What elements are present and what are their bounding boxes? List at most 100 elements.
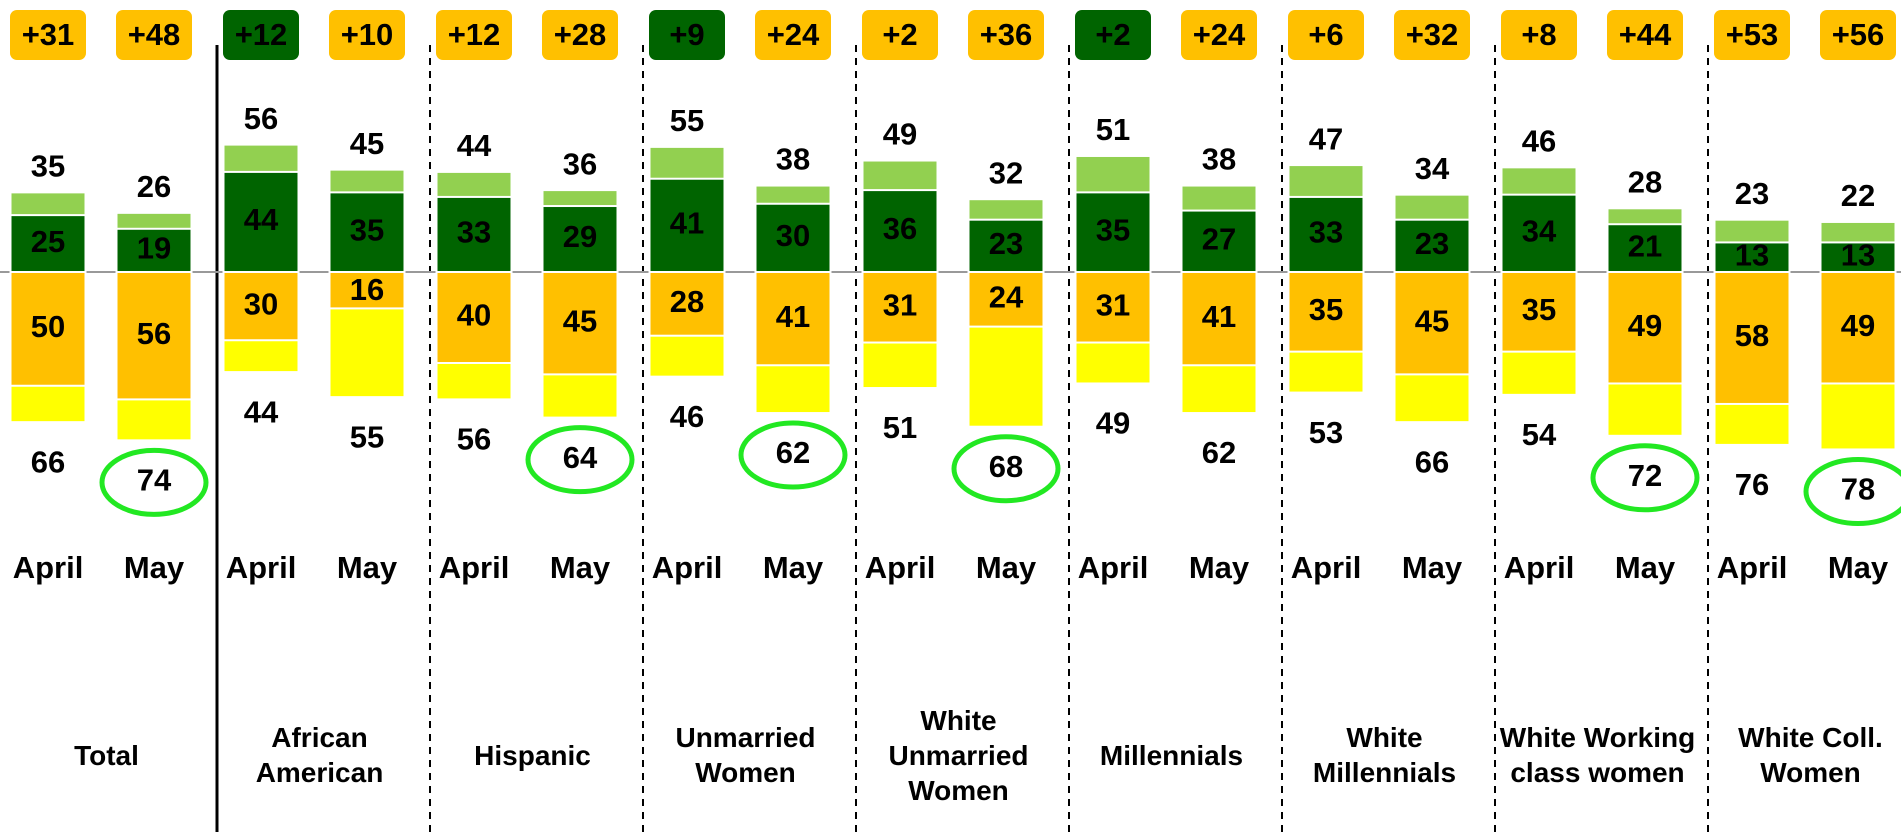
value-label: 23 (1735, 176, 1769, 211)
value-label: 76 (1735, 467, 1769, 502)
margin-badge (329, 10, 405, 60)
margin-label: +24 (767, 17, 820, 52)
bar-segment (1713, 271, 1791, 405)
value-label: 66 (1415, 444, 1449, 479)
value-label: 68 (989, 449, 1023, 484)
value-label: 22 (1841, 178, 1875, 213)
highlight-circle (738, 420, 848, 490)
margin-label: +32 (1406, 17, 1459, 52)
highlight-circle (99, 447, 209, 517)
bar-segment (115, 271, 193, 401)
margin-badge (116, 10, 192, 60)
value-label: 62 (1202, 435, 1236, 470)
bar-segment (435, 271, 513, 364)
group-label: African American (255, 722, 384, 788)
value-label: 51 (1096, 112, 1130, 147)
group-label: White Millennials (1312, 722, 1457, 788)
value-label: 44 (244, 394, 279, 429)
value-label: 45 (563, 303, 597, 338)
margin-label: +53 (1726, 17, 1779, 52)
value-label: 45 (1415, 303, 1449, 338)
value-label: 28 (670, 284, 704, 319)
bar-segment (1819, 271, 1897, 385)
bar-segment (328, 271, 406, 310)
value-label: 46 (1522, 124, 1556, 159)
value-label: 35 (1096, 212, 1130, 247)
bar-segment (222, 170, 300, 273)
margin-label: +28 (554, 17, 607, 52)
highlight-circle (525, 425, 635, 495)
margin-badge (862, 10, 938, 60)
bar-segment (328, 191, 406, 273)
value-label: 49 (1841, 308, 1875, 343)
value-label: 13 (1841, 237, 1875, 272)
bar-segment (648, 177, 726, 274)
value-label: 58 (1735, 318, 1769, 353)
value-label: 56 (244, 101, 278, 136)
bar-segment (754, 202, 832, 273)
value-label: 16 (350, 272, 384, 307)
value-label: 41 (670, 206, 704, 241)
bar-segment (1074, 271, 1152, 344)
group-label: Total (74, 739, 139, 771)
value-label: 30 (776, 218, 810, 253)
value-label: 47 (1309, 121, 1343, 156)
value-label: 23 (1415, 226, 1449, 261)
value-label: 35 (350, 212, 384, 247)
group-label: White Coll. Women (1738, 722, 1883, 788)
value-label: 29 (563, 219, 597, 254)
value-label: 74 (137, 463, 172, 498)
highlight-circle (1803, 456, 1901, 526)
bar-segment (967, 218, 1045, 274)
x-tick-label: April (652, 550, 723, 585)
value-label: 33 (457, 215, 491, 250)
margin-label: +36 (980, 17, 1033, 52)
x-tick-label: April (1291, 550, 1362, 585)
bar-segment (222, 271, 300, 342)
value-label: 26 (137, 169, 171, 204)
x-tick-label: May (337, 550, 398, 585)
bar-segment (967, 271, 1045, 328)
margin-label: +10 (341, 17, 394, 52)
x-tick-label: May (976, 550, 1037, 585)
bar-segment (1287, 195, 1365, 273)
bar-segment (1180, 271, 1258, 367)
margin-badge (755, 10, 831, 60)
margin-badge (1714, 10, 1790, 60)
margin-label: +12 (448, 17, 501, 52)
value-label: 53 (1309, 415, 1343, 450)
margin-label: +24 (1193, 17, 1246, 52)
bar-segment (648, 271, 726, 337)
value-label: 38 (776, 142, 810, 177)
value-label: 49 (1096, 406, 1130, 441)
margin-badge (1607, 10, 1683, 60)
margin-badge (542, 10, 618, 60)
margin-label: +2 (1095, 17, 1130, 52)
margin-label: +56 (1832, 17, 1885, 52)
margin-label: +2 (882, 17, 917, 52)
margin-label: +44 (1619, 17, 1672, 52)
bar-segment (1606, 223, 1684, 274)
value-label: 36 (563, 146, 597, 181)
margin-label: +48 (128, 17, 181, 52)
group-label: White Unmarried Women (888, 704, 1029, 806)
bar-segment (1819, 241, 1897, 274)
bar-segment (9, 214, 87, 273)
value-label: 32 (989, 155, 1023, 190)
x-tick-label: May (1615, 550, 1676, 585)
x-tick-label: May (763, 550, 824, 585)
value-label: 25 (31, 224, 65, 259)
x-tick-label: April (1717, 550, 1788, 585)
margin-badge (968, 10, 1044, 60)
bar-segment (754, 271, 832, 367)
value-label: 44 (244, 202, 279, 237)
x-tick-label: May (1189, 550, 1250, 585)
group-label: White Working class women (1499, 722, 1696, 788)
value-label: 40 (457, 298, 491, 333)
value-label: 35 (1309, 292, 1343, 327)
value-label: 38 (1202, 142, 1236, 177)
bar-segment (861, 189, 939, 274)
value-label: 72 (1628, 458, 1662, 493)
